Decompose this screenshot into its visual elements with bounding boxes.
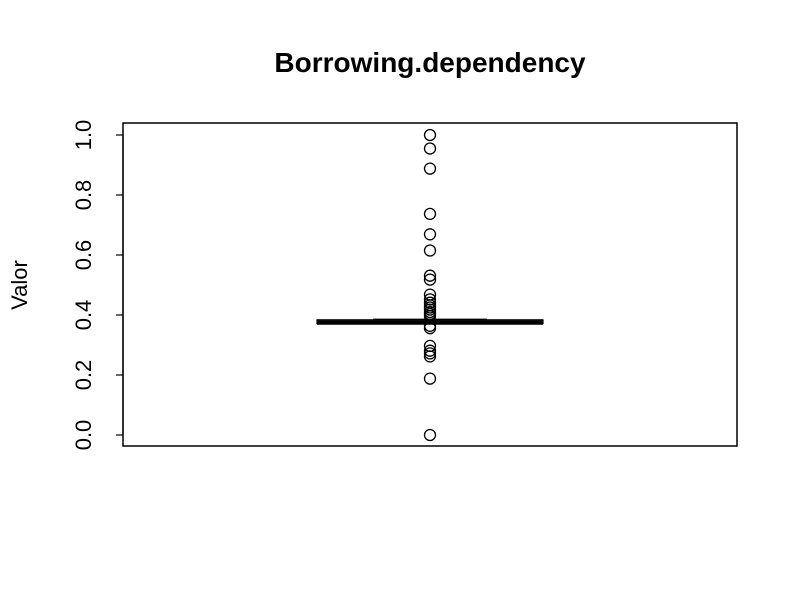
- y-axis: 0.0 0.2 0.4 0.6 0.8 1.0: [71, 120, 124, 451]
- boxplot-marks: [316, 128, 544, 442]
- outlier-point: [423, 322, 437, 335]
- y-tick-label: 0.6: [71, 240, 96, 271]
- chart-title: Borrowing.dependency: [274, 47, 586, 78]
- outlier-point: [423, 428, 437, 442]
- y-tick-label: 0.8: [71, 180, 96, 211]
- y-tick-label: 1.0: [71, 120, 96, 151]
- outlier-point: [423, 350, 437, 363]
- outlier-point: [423, 310, 437, 323]
- outlier-point: [423, 207, 437, 221]
- outlier-point: [423, 273, 437, 286]
- y-tick-label: 0.0: [71, 420, 96, 451]
- outlier-point: [423, 269, 437, 282]
- y-axis-label: Valor: [7, 260, 32, 310]
- outlier-point: [423, 347, 437, 360]
- y-tick-label: 0.2: [71, 360, 96, 391]
- outlier-point: [423, 244, 437, 257]
- outlier-point: [423, 162, 437, 175]
- y-tick-label: 0.4: [71, 300, 96, 331]
- outlier-point: [423, 228, 437, 241]
- outlier-point: [423, 128, 437, 142]
- outlier-point: [423, 142, 437, 155]
- outlier-point: [423, 293, 437, 306]
- outlier-point: [423, 372, 437, 385]
